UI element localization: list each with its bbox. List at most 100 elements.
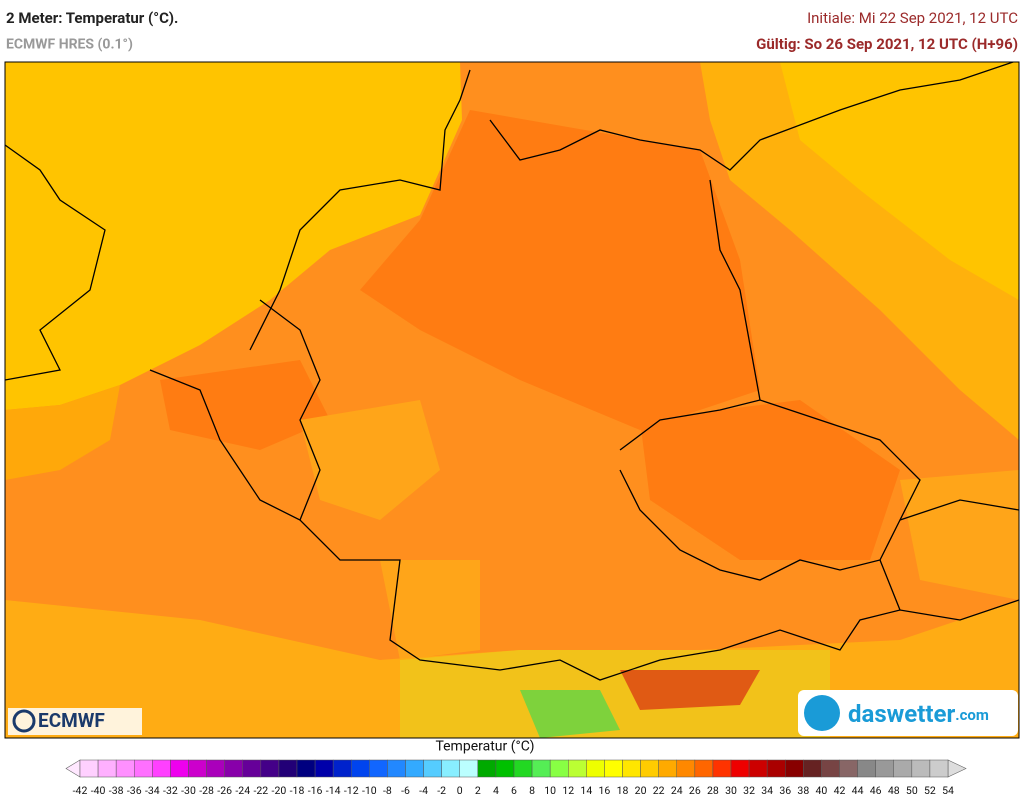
legend-tick-label: 40	[816, 784, 828, 797]
legend-swatch	[730, 759, 750, 778]
legend-swatch	[694, 759, 714, 778]
legend-swatch	[676, 759, 696, 778]
legend-tick-label: -40	[91, 784, 106, 797]
legend-swatch	[893, 759, 913, 778]
legend-tick-label: -28	[199, 784, 214, 797]
legend-tick-label: 22	[653, 784, 665, 797]
legend-swatch	[296, 759, 316, 778]
legend-swatch	[513, 759, 533, 778]
legend-tick-label: 50	[906, 784, 918, 797]
legend-tick-label: -24	[235, 784, 250, 797]
legend-tick-label: 48	[888, 784, 900, 797]
legend-tick-label: 20	[635, 784, 647, 797]
legend-swatch	[658, 759, 678, 778]
legend-tick-label: -32	[163, 784, 178, 797]
legend-swatch	[260, 759, 280, 778]
legend-tick-label: 46	[870, 784, 882, 797]
legend-tick-label: 42	[834, 784, 846, 797]
legend-tick-label: -12	[344, 784, 359, 797]
legend-tick-label: -20	[272, 784, 287, 797]
legend-tick-label: 16	[599, 784, 611, 797]
legend-tick-label: 32	[743, 784, 755, 797]
legend-tick-label: 4	[493, 784, 499, 797]
legend-swatch	[369, 759, 388, 778]
legend-swatch	[224, 759, 244, 778]
legend-swatch	[766, 759, 786, 778]
legend-tick-label: 2	[475, 784, 481, 797]
legend-swatch	[441, 759, 460, 778]
legend-tick-label: 8	[529, 784, 535, 797]
ecmwf-logo: ECMWF	[8, 708, 142, 735]
legend-swatch	[586, 759, 605, 778]
map-title: 2 Meter: Temperatur (°C).	[6, 9, 178, 27]
legend-swatch	[351, 759, 370, 778]
legend-swatch	[170, 759, 189, 778]
legend-swatch	[549, 759, 569, 778]
legend-tick-label: -36	[127, 784, 142, 797]
legend-swatch	[640, 759, 659, 778]
legend-swatch	[314, 759, 334, 778]
model-name: ECMWF HRES (0.1°)	[6, 37, 133, 53]
legend-tick-label: -30	[181, 784, 196, 797]
legend-swatch	[79, 759, 99, 778]
legend-swatch	[803, 759, 822, 778]
legend-tick-label: -16	[308, 784, 323, 797]
legend-swatch	[97, 759, 117, 778]
legend-tick-label: 10	[544, 784, 556, 797]
legend-swatch	[115, 759, 135, 778]
legend-swatch	[332, 759, 352, 778]
legend-tick-label: -14	[326, 784, 341, 797]
legend-tick-label: 54	[942, 784, 954, 797]
legend-swatch	[531, 759, 551, 778]
valid-time: Gültig: So 26 Sep 2021, 12 UTC (H+96)	[756, 35, 1018, 53]
legend-high-arrow	[947, 759, 967, 778]
legend-tick-label: 44	[852, 784, 864, 797]
legend-tick-label: -6	[401, 784, 410, 797]
legend-swatch	[477, 759, 497, 778]
legend-tick-label: -38	[109, 784, 124, 797]
color-legend: -42 -40 -38 -36 -34 -32 -30 -28 -26 -24 -22 -20 -18-…	[65, 759, 967, 797]
legend-swatch	[188, 759, 207, 778]
legend-low-arrow	[65, 759, 81, 778]
legend-swatch	[495, 759, 515, 778]
legend-tick-label: -18	[290, 784, 305, 797]
legend-tick-label: -22	[253, 784, 268, 797]
legend-tick-label: 26	[689, 784, 701, 797]
legend-swatch	[152, 759, 171, 778]
daswetter-logo-text: daswetter.com	[848, 700, 989, 728]
legend-tick-label: -26	[217, 784, 232, 797]
legend-tick-label: 0	[457, 784, 463, 797]
legend-swatch	[405, 759, 424, 778]
ecmwf-logo-text: ECMWF	[38, 709, 105, 732]
legend-swatch	[423, 759, 442, 778]
legend-tick-label: 18	[617, 784, 629, 797]
map	[4, 61, 1020, 739]
legend-swatch	[387, 759, 406, 778]
legend-tick-label: 52	[924, 784, 936, 797]
legend-swatch	[242, 759, 262, 778]
init-time: Initiale: Mi 22 Sep 2021, 12 UTC	[807, 9, 1018, 27]
legend-tick-label: 34	[761, 784, 773, 797]
legend-tick-label: -2	[437, 784, 446, 797]
legend-tick-label: 24	[671, 784, 683, 797]
legend-swatch	[785, 759, 804, 778]
legend-swatch	[206, 759, 225, 778]
legend-swatch	[748, 759, 768, 778]
legend-tick-label: 36	[779, 784, 791, 797]
legend-tick-label: -34	[145, 784, 160, 797]
legend-tick-label: -42	[73, 784, 88, 797]
legend-swatch	[821, 759, 840, 778]
legend-swatch	[839, 759, 858, 778]
legend-swatch	[604, 759, 623, 778]
legend-swatch	[712, 759, 732, 778]
legend-swatch	[929, 759, 949, 778]
legend-tick-label: -10	[362, 784, 377, 797]
legend-title: Temperatur (°C)	[435, 739, 534, 755]
legend-tick-label: 30	[725, 784, 737, 797]
legend-swatch	[622, 759, 641, 778]
legend-swatch	[278, 759, 298, 778]
legend-tick-label: -4	[419, 784, 428, 797]
legend-swatch	[857, 759, 876, 778]
legend-swatch	[911, 759, 931, 778]
